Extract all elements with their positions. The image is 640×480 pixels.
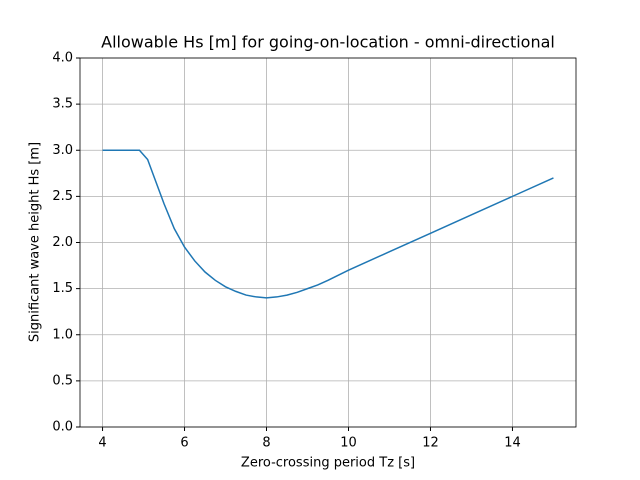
y-tick-label: 2.5 (52, 189, 73, 204)
chart-title: Allowable Hs [m] for going-on-location -… (101, 33, 555, 52)
y-axis-label: Significant wave height Hs [m] (28, 142, 43, 342)
y-tick-label: 0.5 (52, 373, 73, 388)
x-tick-label: 14 (504, 436, 521, 451)
x-tick-label: 4 (98, 436, 106, 451)
x-tick-label: 12 (422, 436, 439, 451)
data-line (102, 149, 554, 299)
y-tick-label: 3.5 (52, 97, 73, 112)
x-axis-label: Zero-crossing period Tz [s] (241, 456, 415, 471)
axes-frame (79, 57, 577, 428)
y-tick-label: 3.0 (52, 143, 73, 158)
y-tick-label: 2.0 (52, 235, 73, 250)
x-tick-label: 6 (180, 436, 188, 451)
y-tick-label: 1.5 (52, 281, 73, 296)
x-tick-label: 8 (262, 436, 270, 451)
x-tick-label: 10 (340, 436, 357, 451)
y-tick-label: 4.0 (52, 51, 73, 66)
y-tick-label: 0.0 (52, 420, 73, 435)
y-tick-label: 1.0 (52, 327, 73, 342)
